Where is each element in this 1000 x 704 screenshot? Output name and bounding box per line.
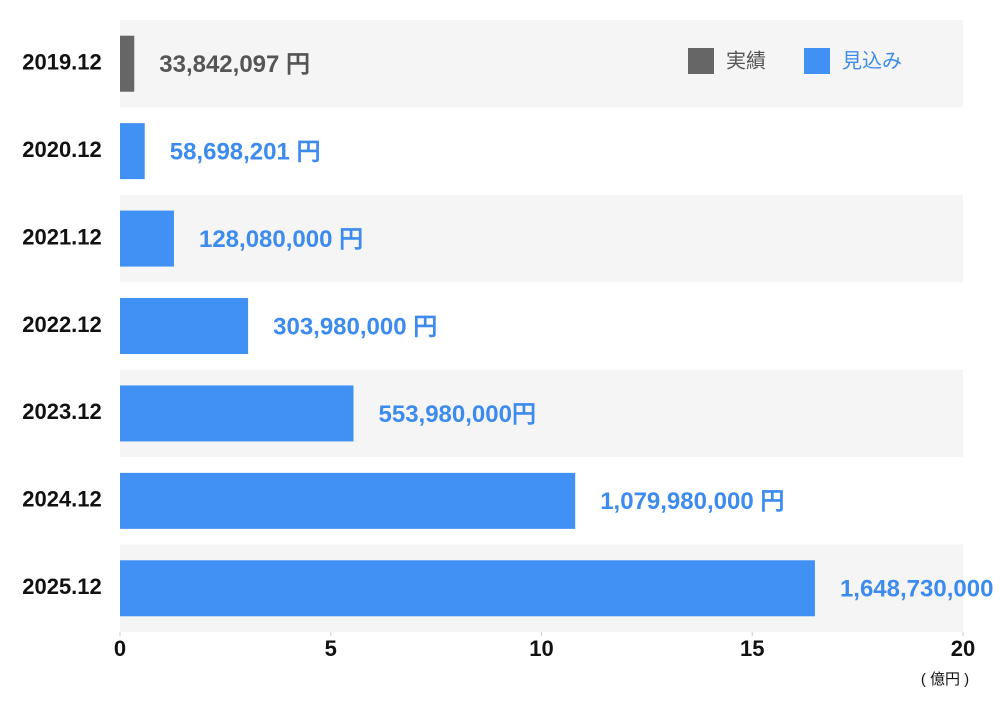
- value-label: 33,842,097 円: [159, 51, 310, 78]
- bar: [120, 472, 576, 529]
- value-label: 553,980,000円: [379, 401, 536, 428]
- bar: [120, 210, 174, 267]
- bar: [120, 123, 145, 180]
- row-background: [120, 107, 963, 195]
- y-tick-label: 2024.12: [22, 487, 102, 512]
- legend-label: 実績: [726, 49, 766, 72]
- y-tick-label: 2025.12: [22, 574, 102, 599]
- value-label: 1,648,730,000 円: [840, 576, 1000, 603]
- bar: [120, 560, 815, 617]
- value-label: 303,980,000 円: [273, 313, 437, 340]
- x-tick-label: 15: [740, 636, 764, 661]
- legend-swatch: [688, 48, 714, 74]
- bar: [120, 385, 354, 442]
- value-label: 128,080,000 円: [199, 226, 363, 253]
- legend-label: 見込み: [842, 49, 902, 72]
- x-tick-label: 10: [529, 636, 553, 661]
- y-tick-label: 2023.12: [22, 399, 102, 424]
- y-tick-label: 2019.12: [22, 50, 102, 75]
- x-axis-label: ( 億円 ): [921, 671, 969, 688]
- x-tick-label: 0: [114, 636, 126, 661]
- y-tick-label: 2020.12: [22, 137, 102, 162]
- value-label: 58,698,201 円: [170, 138, 321, 165]
- x-tick-label: 20: [951, 636, 975, 661]
- bar: [120, 35, 135, 92]
- bar: [120, 298, 249, 354]
- legend-swatch: [804, 48, 830, 74]
- value-label: 1,079,980,000 円: [600, 488, 784, 515]
- row-background: [120, 194, 963, 283]
- x-tick-label: 5: [325, 636, 337, 661]
- y-tick-label: 2022.12: [22, 312, 102, 337]
- row-background: [120, 282, 963, 370]
- y-tick-label: 2021.12: [22, 224, 102, 249]
